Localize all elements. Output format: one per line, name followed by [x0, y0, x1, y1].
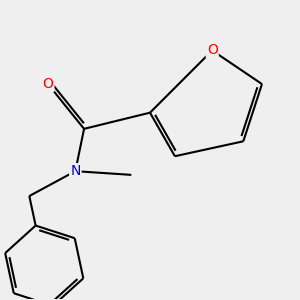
Text: O: O — [43, 77, 53, 91]
Text: N: N — [70, 164, 80, 178]
Text: O: O — [207, 44, 218, 58]
